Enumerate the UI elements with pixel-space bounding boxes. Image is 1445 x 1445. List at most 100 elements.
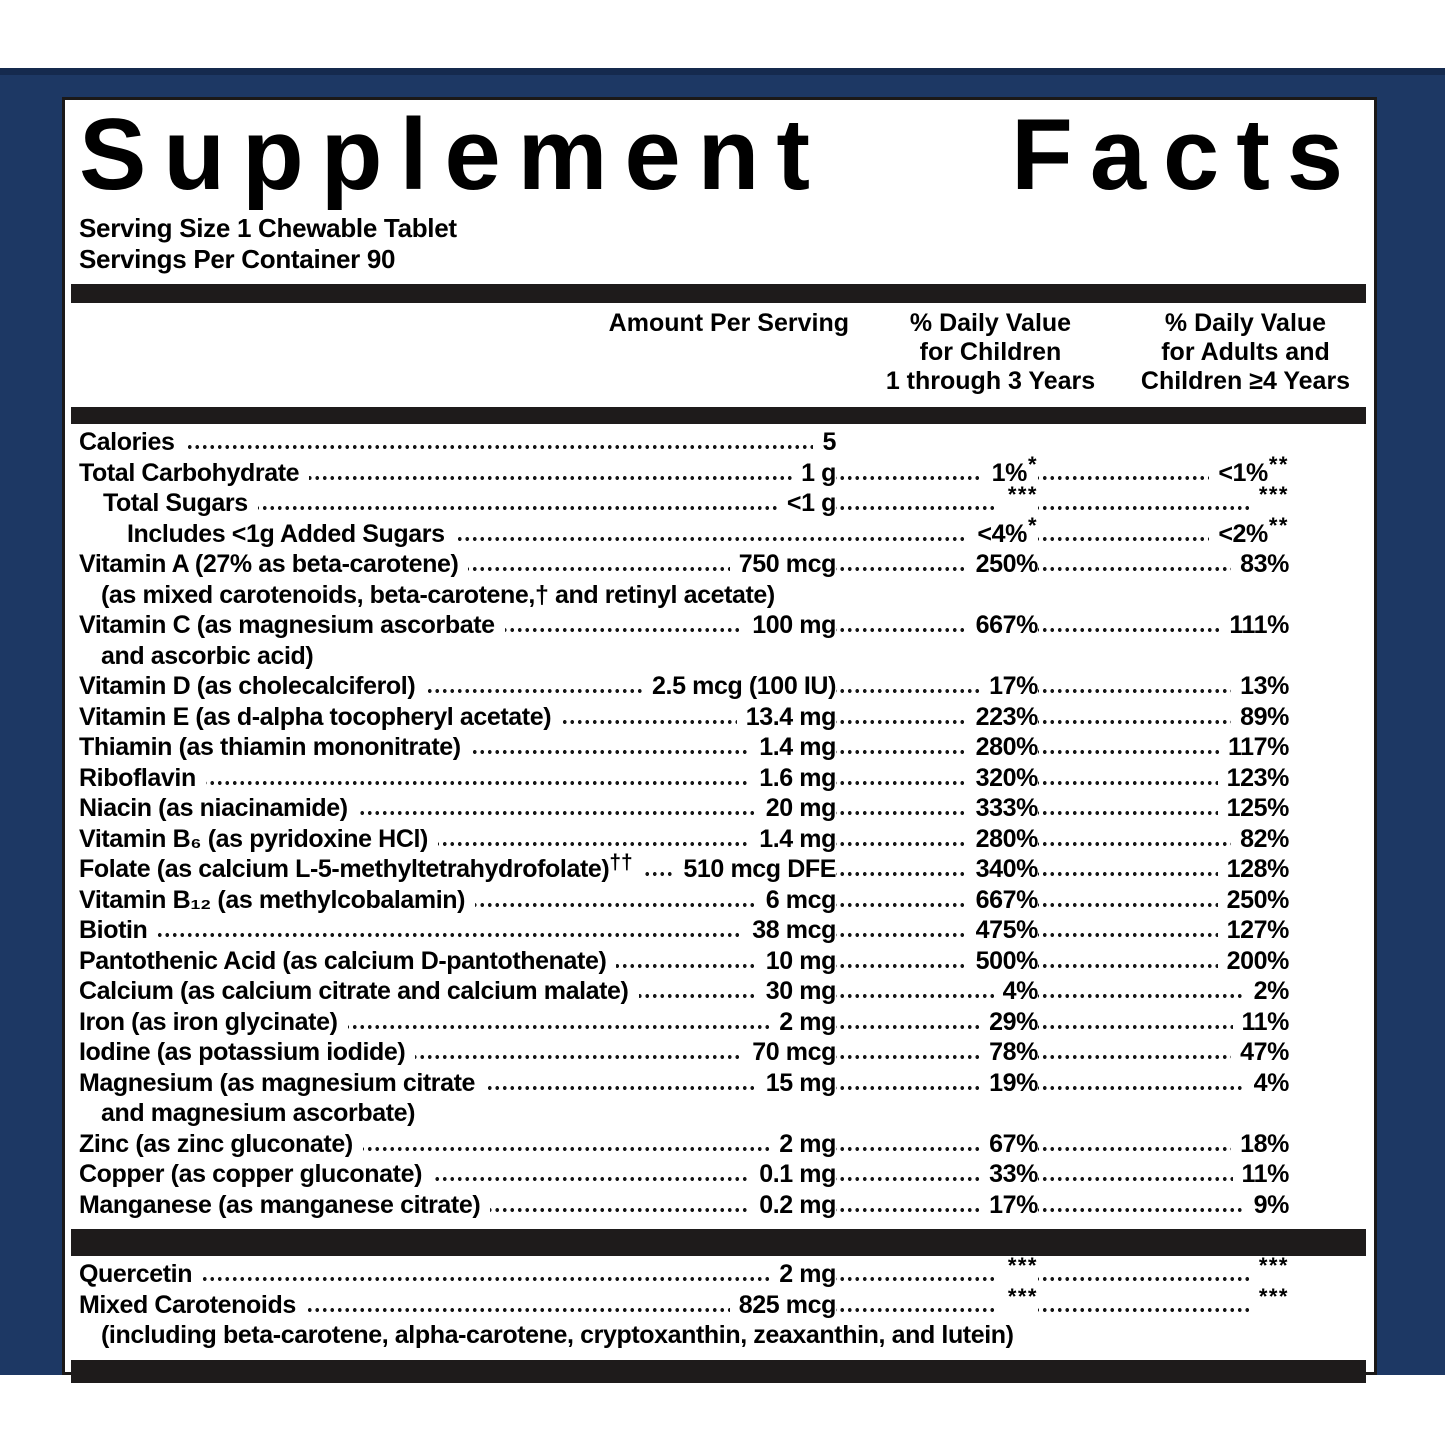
child-daily-value: 19% bbox=[980, 1067, 1038, 1099]
amount-value: 0.1 mg bbox=[750, 1159, 836, 1190]
nutrient-row: Calories 5 bbox=[79, 427, 1360, 458]
adult-daily-value: 200% bbox=[1217, 945, 1360, 977]
amount-value: 1 g bbox=[792, 457, 836, 489]
amount-value: 1.4 mg bbox=[750, 732, 836, 763]
servings-per-container-line: Servings Per Container 90 bbox=[79, 244, 396, 275]
children-header-line: 1 through 3 Years bbox=[885, 367, 1096, 396]
amount-value: 510 mcg DFE bbox=[674, 854, 836, 885]
nutrient-label: Folate (as calcium L-5-methyltetrahydrof… bbox=[79, 851, 643, 885]
child-daily-value: 17% bbox=[980, 1189, 1038, 1221]
adults-header-line: Children ≥4 Years bbox=[1140, 367, 1351, 396]
amount-value: 38 mcg bbox=[743, 915, 836, 946]
child-daily-value: 33% bbox=[980, 1159, 1038, 1190]
nutrient-row: Vitamin B₁₂ (as methylcobalamin) 6 mcg 667… bbox=[79, 884, 1360, 916]
footnote-asterisks: * bbox=[1027, 451, 1038, 477]
footnote-asterisks: ** bbox=[1268, 451, 1289, 477]
child-daily-value: 667% bbox=[966, 610, 1038, 641]
nutrient-continuation-row: and ascorbic acid) bbox=[79, 640, 1360, 672]
amount-value: 2 mg bbox=[770, 1128, 836, 1160]
column-header-amount: Amount Per Serving bbox=[608, 309, 849, 338]
column-header-children: % Daily Value for Children 1 through 3 Y… bbox=[868, 309, 1113, 396]
nutrient-row: Niacin (as niacinamide) 20 mg 333% 125% bbox=[79, 793, 1360, 824]
adult-daily-value: *** bbox=[1248, 1284, 1360, 1321]
amount-value: <1 g bbox=[777, 488, 836, 519]
section-divider-bar-top bbox=[71, 284, 1366, 304]
child-daily-value: *** bbox=[997, 1284, 1038, 1321]
adult-daily-value: 9% bbox=[1244, 1189, 1360, 1221]
footnote-asterisks: ** bbox=[1268, 512, 1289, 538]
amount-value: 30 mg bbox=[756, 976, 836, 1007]
amount-value: 20 mg bbox=[756, 793, 836, 824]
nutrient-row: Zinc (as zinc gluconate) 2 mg 67% 18% bbox=[79, 1128, 1360, 1160]
child-daily-value: 500% bbox=[966, 945, 1038, 977]
amount-value: 5 bbox=[813, 427, 836, 458]
nutrient-row: Iodine (as potassium iodide) 70 mcg 78% 47% bbox=[79, 1037, 1360, 1068]
nutrient-label: Pantothenic Acid (as calcium D-pantothen… bbox=[79, 945, 617, 977]
nutrient-row: Quercetin 2 mg *** *** bbox=[79, 1253, 1360, 1290]
footnote-asterisks: *** bbox=[1007, 482, 1038, 508]
nutrient-label: Manganese (as manganese citrate) bbox=[79, 1189, 491, 1221]
adult-daily-value: 89% bbox=[1231, 701, 1360, 733]
footnote-asterisks: *** bbox=[1007, 1253, 1038, 1279]
adult-daily-value: 83% bbox=[1231, 549, 1360, 580]
nutrient-label: Total Sugars bbox=[79, 488, 258, 519]
adult-daily-value: <2%** bbox=[1209, 513, 1360, 550]
adult-daily-value: 13% bbox=[1231, 671, 1360, 702]
adult-daily-value: 123% bbox=[1217, 762, 1360, 794]
child-daily-value: 1%* bbox=[982, 452, 1038, 489]
child-daily-value: 67% bbox=[980, 1128, 1038, 1160]
nutrient-row: Manganese (as manganese citrate) 0.2 mg 17… bbox=[79, 1189, 1360, 1221]
amount-value: 100 mg bbox=[743, 610, 836, 641]
nutrient-label: Thiamin (as thiamin mononitrate) bbox=[79, 732, 471, 763]
child-daily-value: 250% bbox=[966, 549, 1038, 580]
nutrient-continuation-row: (as mixed carotenoids, beta-carotene,† a… bbox=[79, 579, 1360, 611]
section-divider-bar-header bbox=[71, 407, 1366, 425]
nutrient-label: Iodine (as potassium iodide) bbox=[79, 1037, 416, 1068]
nutrient-label: Zinc (as zinc gluconate) bbox=[79, 1128, 363, 1160]
serving-size-line: Serving Size 1 Chewable Tablet bbox=[79, 213, 457, 244]
amount-value: 2 mg bbox=[770, 1006, 836, 1038]
child-daily-value: 223% bbox=[966, 701, 1038, 733]
amount-value: 1.6 mg bbox=[750, 762, 836, 794]
amount-value: 13.4 mg bbox=[736, 701, 836, 733]
nutrient-row: Vitamin E (as d-alpha tocopheryl acetate… bbox=[79, 701, 1360, 733]
amount-value: 2 mg bbox=[770, 1259, 836, 1290]
nutrient-row: Vitamin B₆ (as pyridoxine HCl) 1.4 mg 280%… bbox=[79, 823, 1360, 855]
amount-value: 1.4 mg bbox=[750, 823, 836, 855]
nutrient-label: (including beta-carotene, alpha-carotene… bbox=[79, 1320, 1024, 1351]
title-word-supplement: Supplement bbox=[79, 99, 827, 211]
footnote-daggers: †† bbox=[609, 851, 633, 875]
nutrient-row: Biotin 38 mcg 475% 127% bbox=[79, 915, 1360, 946]
amount-value: 0.2 mg bbox=[750, 1189, 836, 1221]
amount-value: 10 mg bbox=[756, 945, 836, 977]
nutrient-row: Folate (as calcium L-5-methyltetrahydrof… bbox=[79, 851, 1360, 885]
nutrient-continuation-row: and magnesium ascorbate) bbox=[79, 1098, 1360, 1129]
child-daily-value: 320% bbox=[966, 762, 1038, 794]
adult-daily-value: 11% bbox=[1232, 1006, 1360, 1038]
nutrient-row: Vitamin C (as magnesium ascorbate 100 mg 6… bbox=[79, 610, 1360, 641]
amount-value: 750 mcg bbox=[729, 549, 836, 580]
nutrient-label: Total Carbohydrate bbox=[79, 457, 310, 489]
child-daily-value: 17% bbox=[980, 671, 1038, 702]
nutrient-label: Magnesium (as magnesium citrate bbox=[79, 1067, 486, 1099]
nutrient-row: Calcium (as calcium citrate and calcium … bbox=[79, 976, 1360, 1007]
panel-title: Supplement Facts bbox=[79, 99, 1360, 211]
adult-daily-value: 11% bbox=[1232, 1159, 1360, 1190]
nutrient-label: Vitamin A (27% as beta-carotene) bbox=[79, 549, 469, 580]
child-daily-value: *** bbox=[997, 482, 1038, 519]
column-header-adults: % Daily Value for Adults and Children ≥4… bbox=[1123, 309, 1368, 396]
footnote-asterisks: * bbox=[1027, 512, 1038, 538]
adult-daily-value: *** bbox=[1248, 482, 1360, 519]
adult-daily-value: 47% bbox=[1231, 1037, 1360, 1068]
child-daily-value: 280% bbox=[966, 732, 1038, 763]
section-divider-bar-extra bbox=[71, 1229, 1366, 1257]
adult-daily-value: 117% bbox=[1219, 732, 1360, 763]
adult-daily-value: 250% bbox=[1217, 884, 1360, 916]
nutrient-label: Quercetin bbox=[79, 1259, 203, 1290]
nutrient-label: Mixed Carotenoids bbox=[79, 1289, 306, 1321]
child-daily-value: 475% bbox=[966, 915, 1038, 946]
nutrient-label: Copper (as copper gluconate) bbox=[79, 1159, 433, 1190]
nutrient-label: and magnesium ascorbate) bbox=[79, 1098, 426, 1129]
nutrient-row: Riboflavin 1.6 mg 320% 123% bbox=[79, 762, 1360, 794]
adults-header-line: % Daily Value bbox=[1164, 309, 1327, 338]
